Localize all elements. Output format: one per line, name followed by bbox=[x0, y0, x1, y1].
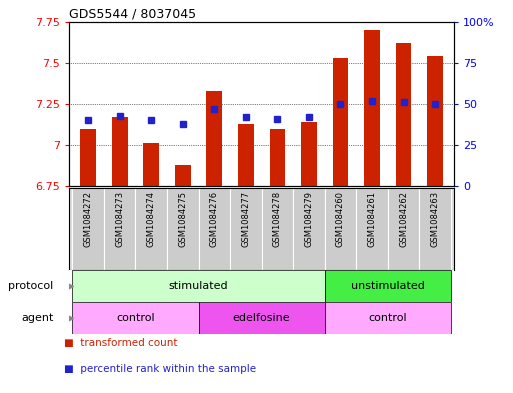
Text: edelfosine: edelfosine bbox=[233, 313, 290, 323]
Text: GSM1084277: GSM1084277 bbox=[241, 191, 250, 247]
Bar bbox=[332, 58, 348, 186]
Bar bbox=[262, 188, 293, 270]
Bar bbox=[396, 43, 411, 186]
Bar bbox=[325, 270, 451, 302]
Bar bbox=[112, 117, 128, 186]
Bar bbox=[72, 270, 325, 302]
Bar bbox=[325, 302, 451, 334]
Text: GSM1084260: GSM1084260 bbox=[336, 191, 345, 246]
Bar bbox=[72, 302, 199, 334]
Text: GSM1084261: GSM1084261 bbox=[367, 191, 377, 246]
Bar bbox=[135, 188, 167, 270]
Text: control: control bbox=[368, 313, 407, 323]
Text: GSM1084263: GSM1084263 bbox=[430, 191, 440, 247]
Bar bbox=[364, 30, 380, 186]
Text: ■  transformed count: ■ transformed count bbox=[64, 338, 177, 348]
Text: GSM1084274: GSM1084274 bbox=[147, 191, 156, 246]
Text: ■  percentile rank within the sample: ■ percentile rank within the sample bbox=[64, 364, 256, 373]
Bar bbox=[230, 188, 262, 270]
Bar bbox=[325, 188, 356, 270]
Text: GSM1084273: GSM1084273 bbox=[115, 191, 124, 247]
Bar bbox=[293, 188, 325, 270]
Text: GSM1084275: GSM1084275 bbox=[179, 191, 187, 246]
Bar bbox=[72, 188, 104, 270]
Bar bbox=[427, 57, 443, 186]
Bar bbox=[238, 124, 254, 186]
Bar bbox=[388, 188, 419, 270]
Bar bbox=[167, 188, 199, 270]
Text: GSM1084262: GSM1084262 bbox=[399, 191, 408, 246]
Text: GSM1084276: GSM1084276 bbox=[210, 191, 219, 247]
Text: GSM1084279: GSM1084279 bbox=[304, 191, 313, 246]
Bar bbox=[199, 302, 325, 334]
Text: agent: agent bbox=[21, 313, 53, 323]
Text: stimulated: stimulated bbox=[169, 281, 228, 291]
Bar bbox=[81, 129, 96, 186]
Bar bbox=[419, 188, 451, 270]
Bar bbox=[269, 129, 285, 186]
Text: GSM1084278: GSM1084278 bbox=[273, 191, 282, 247]
Text: control: control bbox=[116, 313, 155, 323]
Text: GDS5544 / 8037045: GDS5544 / 8037045 bbox=[69, 8, 196, 21]
Bar bbox=[104, 188, 135, 270]
Bar bbox=[143, 143, 159, 186]
Text: GSM1084272: GSM1084272 bbox=[84, 191, 93, 246]
Bar bbox=[206, 91, 222, 186]
Bar bbox=[199, 188, 230, 270]
Bar bbox=[301, 122, 317, 186]
Text: unstimulated: unstimulated bbox=[351, 281, 425, 291]
Bar bbox=[356, 188, 388, 270]
Text: protocol: protocol bbox=[8, 281, 53, 291]
Bar bbox=[175, 165, 191, 186]
